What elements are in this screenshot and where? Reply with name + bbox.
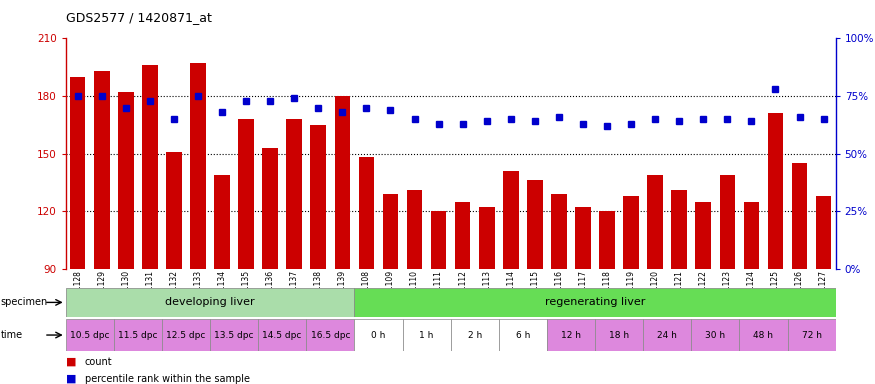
Text: 48 h: 48 h [753, 331, 774, 339]
Text: 0 h: 0 h [371, 331, 386, 339]
Text: 12.5 dpc: 12.5 dpc [166, 331, 206, 339]
Text: 2 h: 2 h [467, 331, 482, 339]
Bar [262, 148, 278, 269]
Bar [719, 175, 735, 269]
Text: developing liver: developing liver [165, 297, 255, 308]
Bar [547, 319, 595, 351]
Text: 72 h: 72 h [802, 331, 822, 339]
Bar [238, 119, 254, 269]
Bar [527, 180, 542, 269]
Bar [70, 77, 86, 269]
Bar [430, 211, 446, 269]
Text: 16.5 dpc: 16.5 dpc [311, 331, 350, 339]
Bar [691, 319, 739, 351]
Bar [739, 319, 788, 351]
Bar [575, 207, 591, 269]
Bar [643, 319, 691, 351]
Bar [142, 65, 158, 269]
Bar [455, 202, 471, 269]
Text: 30 h: 30 h [705, 331, 725, 339]
Bar [623, 196, 639, 269]
Bar [479, 207, 494, 269]
Bar [306, 319, 354, 351]
Text: 12 h: 12 h [561, 331, 581, 339]
Bar [648, 175, 663, 269]
Bar [595, 319, 643, 351]
Bar [286, 119, 302, 269]
Bar [696, 202, 711, 269]
Bar [190, 63, 206, 269]
Text: 18 h: 18 h [609, 331, 629, 339]
Bar [788, 319, 836, 351]
Bar [407, 190, 423, 269]
Bar [214, 175, 230, 269]
Bar [382, 194, 398, 269]
Text: GDS2577 / 1420871_at: GDS2577 / 1420871_at [66, 12, 212, 25]
Bar [66, 319, 114, 351]
Text: 6 h: 6 h [515, 331, 530, 339]
Bar [311, 125, 326, 269]
Bar [671, 190, 687, 269]
Text: 10.5 dpc: 10.5 dpc [70, 331, 109, 339]
Bar [744, 202, 760, 269]
Bar [451, 319, 499, 351]
Bar [334, 96, 350, 269]
Bar [114, 319, 162, 351]
Bar [499, 319, 547, 351]
Text: regenerating liver: regenerating liver [545, 297, 645, 308]
Text: percentile rank within the sample: percentile rank within the sample [85, 374, 250, 384]
Text: ■: ■ [66, 374, 76, 384]
Bar [551, 194, 567, 269]
Text: 1 h: 1 h [419, 331, 434, 339]
Text: ■: ■ [66, 357, 76, 367]
Bar [66, 288, 354, 317]
Bar [503, 171, 519, 269]
Bar [118, 92, 134, 269]
Bar [359, 157, 374, 269]
Text: 14.5 dpc: 14.5 dpc [262, 331, 302, 339]
Text: time: time [1, 330, 23, 340]
Text: count: count [85, 357, 113, 367]
Bar [94, 71, 109, 269]
Bar [210, 319, 258, 351]
Bar [166, 152, 182, 269]
Bar [402, 319, 451, 351]
Bar [816, 196, 831, 269]
Text: 13.5 dpc: 13.5 dpc [214, 331, 254, 339]
Text: specimen: specimen [1, 297, 48, 308]
Bar [354, 288, 836, 317]
Bar [767, 113, 783, 269]
Bar [792, 163, 808, 269]
Bar [599, 211, 615, 269]
Text: 24 h: 24 h [657, 331, 677, 339]
Text: 11.5 dpc: 11.5 dpc [118, 331, 158, 339]
Bar [354, 319, 402, 351]
Bar [162, 319, 210, 351]
Bar [258, 319, 306, 351]
